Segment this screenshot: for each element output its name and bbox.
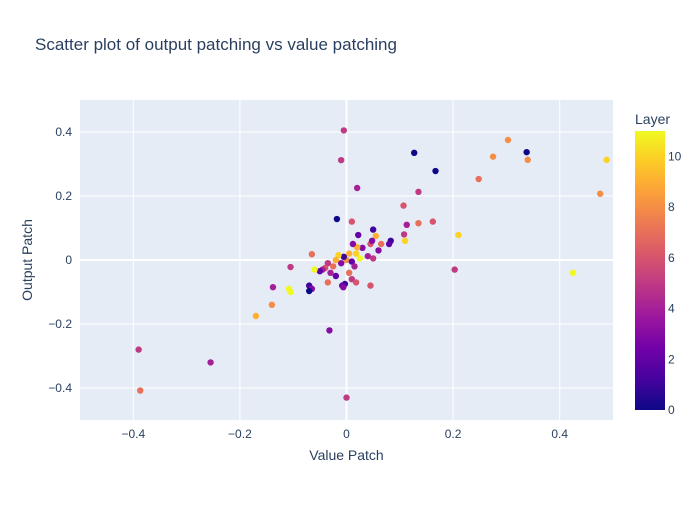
data-point xyxy=(348,258,356,265)
data-point xyxy=(287,263,294,271)
data-point xyxy=(337,156,345,164)
data-point xyxy=(337,260,345,267)
chart-title: Scatter plot of output patching vs value… xyxy=(35,35,397,54)
data-point xyxy=(359,244,366,252)
data-point xyxy=(597,190,604,197)
colorbar-tick-label: 0 xyxy=(668,403,675,417)
data-point xyxy=(340,253,348,260)
data-point xyxy=(348,218,356,225)
data-point xyxy=(340,127,348,134)
data-point xyxy=(364,252,372,260)
data-point xyxy=(400,202,407,209)
data-point xyxy=(403,221,410,228)
data-point xyxy=(353,184,361,192)
colorbar-ticks: 0 2 4 6 8 10 xyxy=(668,149,682,417)
data-point xyxy=(351,263,358,270)
data-point xyxy=(415,220,422,227)
data-point xyxy=(432,167,439,175)
data-point xyxy=(287,288,294,296)
x-axis-label: Value Patch xyxy=(309,447,383,463)
data-point xyxy=(400,231,408,238)
data-point xyxy=(335,252,342,259)
data-point xyxy=(429,218,437,225)
data-point xyxy=(369,226,377,233)
data-point xyxy=(603,156,610,164)
y-tick-label: −0.4 xyxy=(48,381,72,395)
colorbar-tick-label: 10 xyxy=(668,149,682,163)
data-point xyxy=(367,282,374,289)
colorbar-tick-label: 6 xyxy=(668,251,675,265)
data-point xyxy=(326,327,333,334)
data-point xyxy=(349,240,357,248)
x-tick-label: −0.2 xyxy=(228,427,252,441)
data-point xyxy=(327,269,334,276)
data-point xyxy=(385,240,393,248)
data-point xyxy=(305,287,313,295)
data-point xyxy=(523,148,530,156)
scatter-points xyxy=(135,127,610,401)
y-axis-label: Output Patch xyxy=(19,219,35,301)
colorbar-tick-label: 4 xyxy=(668,302,675,316)
colorbar-title: Layer xyxy=(635,111,670,127)
x-axis-ticks: −0.4 −0.2 0 0.2 0.4 xyxy=(121,427,568,441)
y-tick-label: 0.4 xyxy=(55,125,72,139)
data-point xyxy=(504,136,512,144)
data-point xyxy=(372,232,380,240)
x-tick-label: 0 xyxy=(343,427,350,441)
data-point xyxy=(524,156,531,164)
y-axis-ticks: −0.4 −0.2 0 0.2 0.4 xyxy=(48,125,72,395)
data-point xyxy=(345,250,353,257)
y-tick-label: 0 xyxy=(65,253,72,267)
data-point xyxy=(135,346,142,353)
x-tick-label: 0.4 xyxy=(551,427,568,441)
data-point xyxy=(343,394,350,401)
x-tick-label: −0.4 xyxy=(121,427,145,441)
data-point xyxy=(475,175,482,183)
data-point xyxy=(340,284,347,291)
data-point xyxy=(329,263,337,270)
data-point xyxy=(355,231,362,239)
data-point xyxy=(324,260,332,267)
data-point xyxy=(324,279,332,286)
data-point xyxy=(207,359,214,366)
data-point xyxy=(308,251,316,258)
data-point xyxy=(356,255,364,262)
y-tick-label: −0.2 xyxy=(48,317,72,331)
colorbar xyxy=(635,131,665,410)
data-point xyxy=(333,215,341,223)
data-point xyxy=(332,256,340,264)
data-point xyxy=(352,250,360,257)
data-point xyxy=(377,240,385,248)
data-point xyxy=(137,387,144,394)
x-tick-label: 0.2 xyxy=(445,427,462,441)
data-point xyxy=(375,247,382,254)
data-point xyxy=(451,266,458,273)
colorbar-tick-label: 8 xyxy=(668,200,675,214)
data-point xyxy=(252,312,260,320)
data-point xyxy=(268,301,276,308)
data-point xyxy=(352,279,360,286)
data-point xyxy=(569,269,577,276)
data-point xyxy=(401,237,409,244)
data-point xyxy=(332,272,340,280)
data-point xyxy=(345,269,353,276)
data-point xyxy=(415,188,422,196)
data-point xyxy=(316,268,324,275)
data-point xyxy=(410,149,418,156)
data-point xyxy=(455,231,462,239)
data-point xyxy=(369,255,377,262)
data-point xyxy=(368,237,376,244)
data-point xyxy=(269,284,277,291)
y-tick-label: 0.2 xyxy=(55,189,72,203)
colorbar-tick-label: 2 xyxy=(668,352,675,366)
data-point xyxy=(489,153,497,160)
data-point xyxy=(311,266,318,273)
